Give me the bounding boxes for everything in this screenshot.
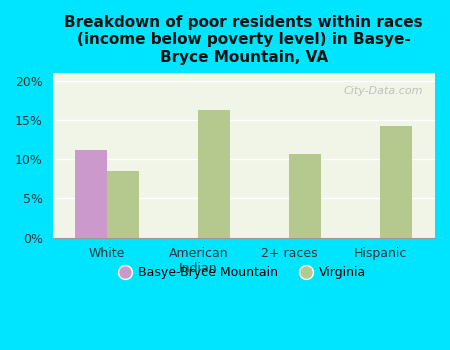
Title: Breakdown of poor residents within races
(income below poverty level) in Basye-
: Breakdown of poor residents within races… [64,15,423,65]
Legend: Basye-Bryce Mountain, Virginia: Basye-Bryce Mountain, Virginia [117,261,371,284]
Text: City-Data.com: City-Data.com [344,86,423,96]
Bar [75,150,107,238]
Bar [380,126,412,238]
Bar [289,154,321,238]
Bar [198,110,230,238]
Bar [107,171,139,238]
